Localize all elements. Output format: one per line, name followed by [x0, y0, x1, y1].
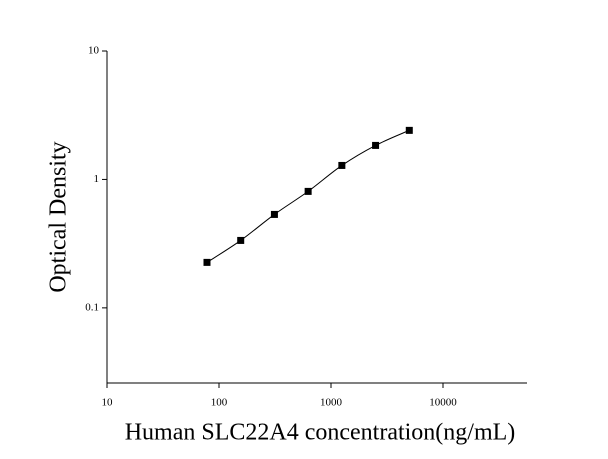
data-point [237, 236, 245, 244]
y-tick-label: 1 [94, 173, 100, 185]
x-tick-label: 100 [211, 397, 228, 409]
x-tick-label: 1000 [320, 397, 343, 409]
y-axis-label: Optical Density [46, 141, 72, 292]
x-tick-label: 10 [102, 397, 114, 409]
data-point [304, 187, 312, 195]
data-point [203, 258, 211, 266]
data-point [405, 126, 413, 134]
data-point [372, 141, 380, 149]
y-tick-label: 0.1 [85, 301, 99, 313]
x-tick-label: 10000 [429, 397, 457, 409]
y-tick-label: 10 [88, 45, 100, 57]
data-point [338, 161, 346, 169]
data-point [270, 210, 278, 218]
x-axis-label: Human SLC22A4 concentration(ng/mL) [125, 420, 516, 446]
